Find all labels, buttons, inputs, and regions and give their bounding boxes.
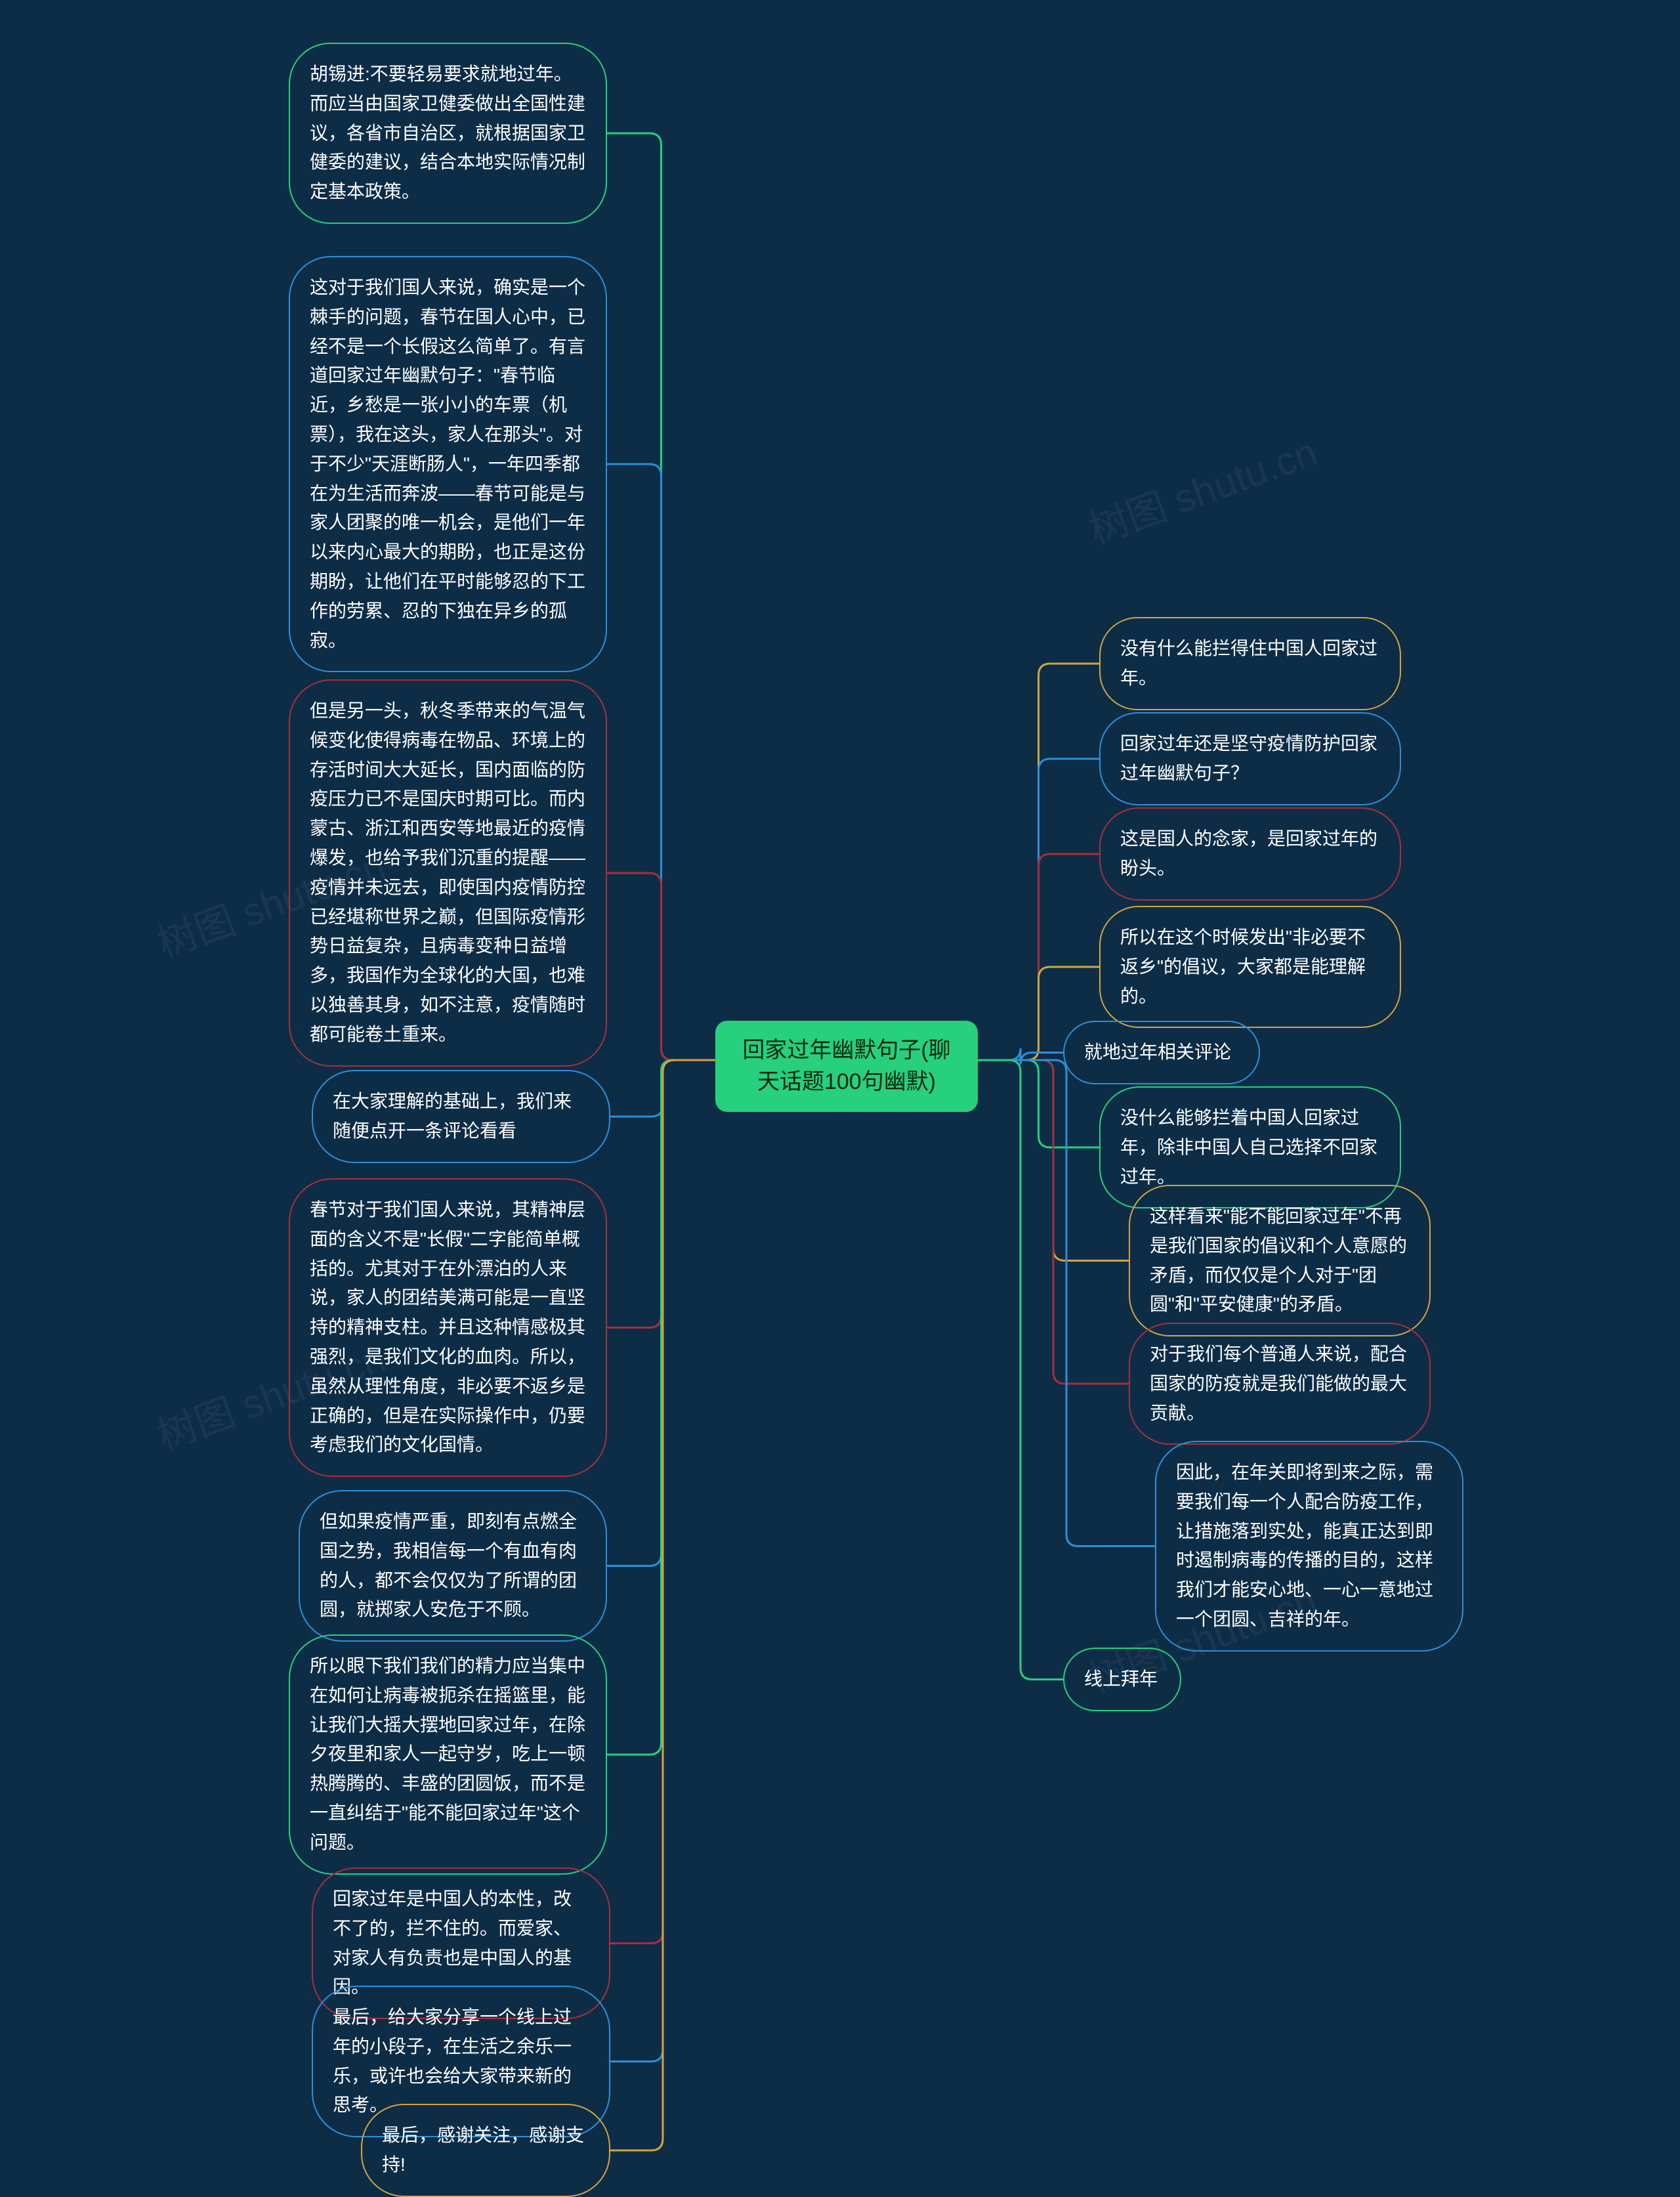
mindmap-canvas: 树图 shutu.cn 树图 shutu.cn 树图 shutu.cn 树图 s… (0, 0, 1680, 2175)
left-node[interactable]: 最后，感谢关注，感谢支持! (361, 2104, 610, 2197)
center-node[interactable]: 回家过年幽默句子(聊天话题100句幽默) (715, 1021, 978, 1112)
right-node[interactable]: 对于我们每个普通人来说，配合国家的防疫就是我们能做的最大贡献。 (1129, 1323, 1431, 1445)
connector (610, 1060, 715, 1117)
left-node[interactable]: 在大家理解的基础上，我们来随便点开一条评论看看 (312, 1070, 610, 1163)
connector (607, 133, 715, 1060)
connector (610, 1060, 715, 2062)
connector (978, 1060, 1063, 1680)
connector (607, 873, 715, 1060)
watermark: 树图 shutu.cn (1080, 420, 1324, 555)
right-node[interactable]: 没有什么能拦得住中国人回家过年。 (1099, 617, 1401, 710)
right-node[interactable]: 线上拜年 (1063, 1648, 1181, 1711)
connector (607, 464, 715, 1060)
connector (607, 1060, 715, 1566)
right-node[interactable]: 这是国人的念家，是回家过年的盼头。 (1099, 807, 1401, 901)
right-node[interactable]: 就地过年相关评论 (1063, 1021, 1260, 1084)
connector (978, 664, 1099, 1060)
connector (607, 1060, 715, 1328)
right-node[interactable]: 所以在这个时候发出"非必要不返乡"的倡议，大家都是能理解的。 (1099, 906, 1401, 1028)
right-node[interactable]: 这样看来"能不能回家过年"不再是我们国家的倡议和个人意愿的矛盾，而仅仅是个人对于… (1129, 1185, 1431, 1336)
left-node[interactable]: 但如果疫情严重，即刻有点燃全国之势，我相信每一个有血有肉的人，都不会仅仅为了所谓… (299, 1490, 607, 1642)
connector (607, 1060, 715, 1755)
right-node[interactable]: 因此，在年关即将到来之际，需要我们每一个人配合防疫工作，让措施落到实处，能真正达… (1155, 1441, 1463, 1652)
left-node[interactable]: 这对于我们国人来说，确实是一个棘手的问题，春节在国人心中，已经不是一个长假这么简… (289, 256, 607, 672)
left-node[interactable]: 胡锡进:不要轻易要求就地过年。而应当由国家卫健委做出全国性建议，各省市自治区，就… (289, 43, 607, 224)
connector (978, 1048, 1063, 1065)
connector (610, 1060, 715, 2150)
right-node[interactable]: 回家过年还是坚守疫情防护回家过年幽默句子？ (1099, 712, 1401, 805)
connector (610, 1060, 715, 1944)
connector (978, 759, 1099, 1060)
left-node[interactable]: 但是另一头，秋冬季带来的气温气候变化使得病毒在物品、环境上的存活时间大大延长，国… (289, 679, 607, 1067)
left-node[interactable]: 春节对于我们国人来说，其精神层面的含义不是"长假"二字能简单概括的。尤其对于在外… (289, 1178, 607, 1477)
left-node[interactable]: 所以眼下我们我们的精力应当集中在如何让病毒被扼杀在摇篮里，能让我们大摇大摆地回家… (289, 1634, 607, 1875)
